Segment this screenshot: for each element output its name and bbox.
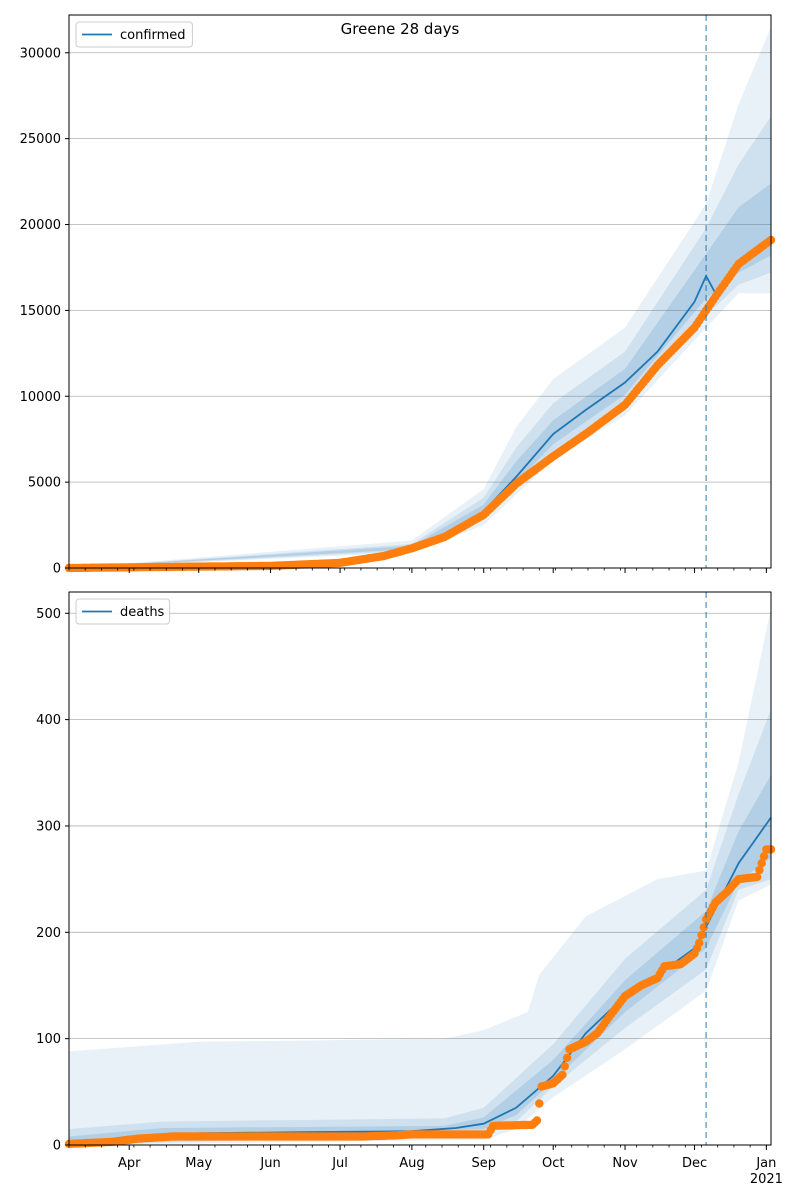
y-tick-label: 10000 xyxy=(20,390,61,405)
observed-point xyxy=(697,930,706,940)
legend-box xyxy=(75,21,193,48)
legend-label: deaths xyxy=(120,605,165,620)
observed-point xyxy=(752,872,762,882)
x-tick-label: Aug xyxy=(399,1156,424,1171)
x-tick-label: Sep xyxy=(471,1156,496,1171)
y-tick-label: 20000 xyxy=(20,218,61,233)
y-tick-label: 5000 xyxy=(28,476,61,491)
y-tick-label: 400 xyxy=(36,713,61,728)
x-tick-label: 2021 xyxy=(750,1172,783,1187)
x-tick-label: Dec xyxy=(682,1156,707,1171)
observed-point xyxy=(535,1099,544,1108)
observed-point xyxy=(532,1116,542,1125)
axes-frame xyxy=(68,14,772,569)
legend: confirmed xyxy=(75,21,193,48)
legend-label: confirmed xyxy=(120,28,186,43)
observed-point xyxy=(757,859,766,868)
y-tick-label: 500 xyxy=(36,607,61,622)
x-tick-label: Jan xyxy=(755,1156,776,1171)
y-tick-label: 15000 xyxy=(20,304,61,319)
observed-points xyxy=(64,845,776,1149)
observed-point xyxy=(562,1053,572,1062)
x-tick-label: Jul xyxy=(331,1156,348,1171)
y-tick-label: 300 xyxy=(36,819,61,834)
uncertainty-band xyxy=(69,608,771,1145)
x-tick-label: Jun xyxy=(259,1156,280,1171)
uncertainty-band xyxy=(69,27,771,568)
observed-point xyxy=(755,865,764,875)
y-tick-label: 30000 xyxy=(20,46,61,61)
y-tick-label: 0 xyxy=(53,1139,61,1154)
x-tick-label: May xyxy=(185,1156,212,1171)
legend: deaths xyxy=(75,598,171,625)
axes-frame xyxy=(68,591,772,1146)
observed-point xyxy=(560,1062,569,1071)
confirmed-chart: 0 5000 10000 15000 20000 25000 30000 confirmed xyxy=(20,14,776,577)
x-tick-label: Oct xyxy=(542,1156,564,1171)
uncertainty-band xyxy=(69,183,771,569)
y-tick-label: 100 xyxy=(36,1032,61,1047)
observed-point xyxy=(695,938,704,948)
y-tick-label: 25000 xyxy=(20,132,61,147)
figure-title: Greene 28 days xyxy=(340,20,460,38)
legend-box xyxy=(75,598,171,625)
x-tick-label: Nov xyxy=(612,1156,638,1171)
y-tick-label: 0 xyxy=(53,562,61,577)
y-tick-label: 200 xyxy=(36,926,61,941)
deaths-chart: 0 100 200 300 400 500 Apr May Jun Jul Aug Sep Oct Nov… xyxy=(36,591,783,1187)
observed-point xyxy=(558,1070,567,1079)
x-tick-label: Apr xyxy=(118,1156,141,1171)
observed-point xyxy=(759,852,769,861)
